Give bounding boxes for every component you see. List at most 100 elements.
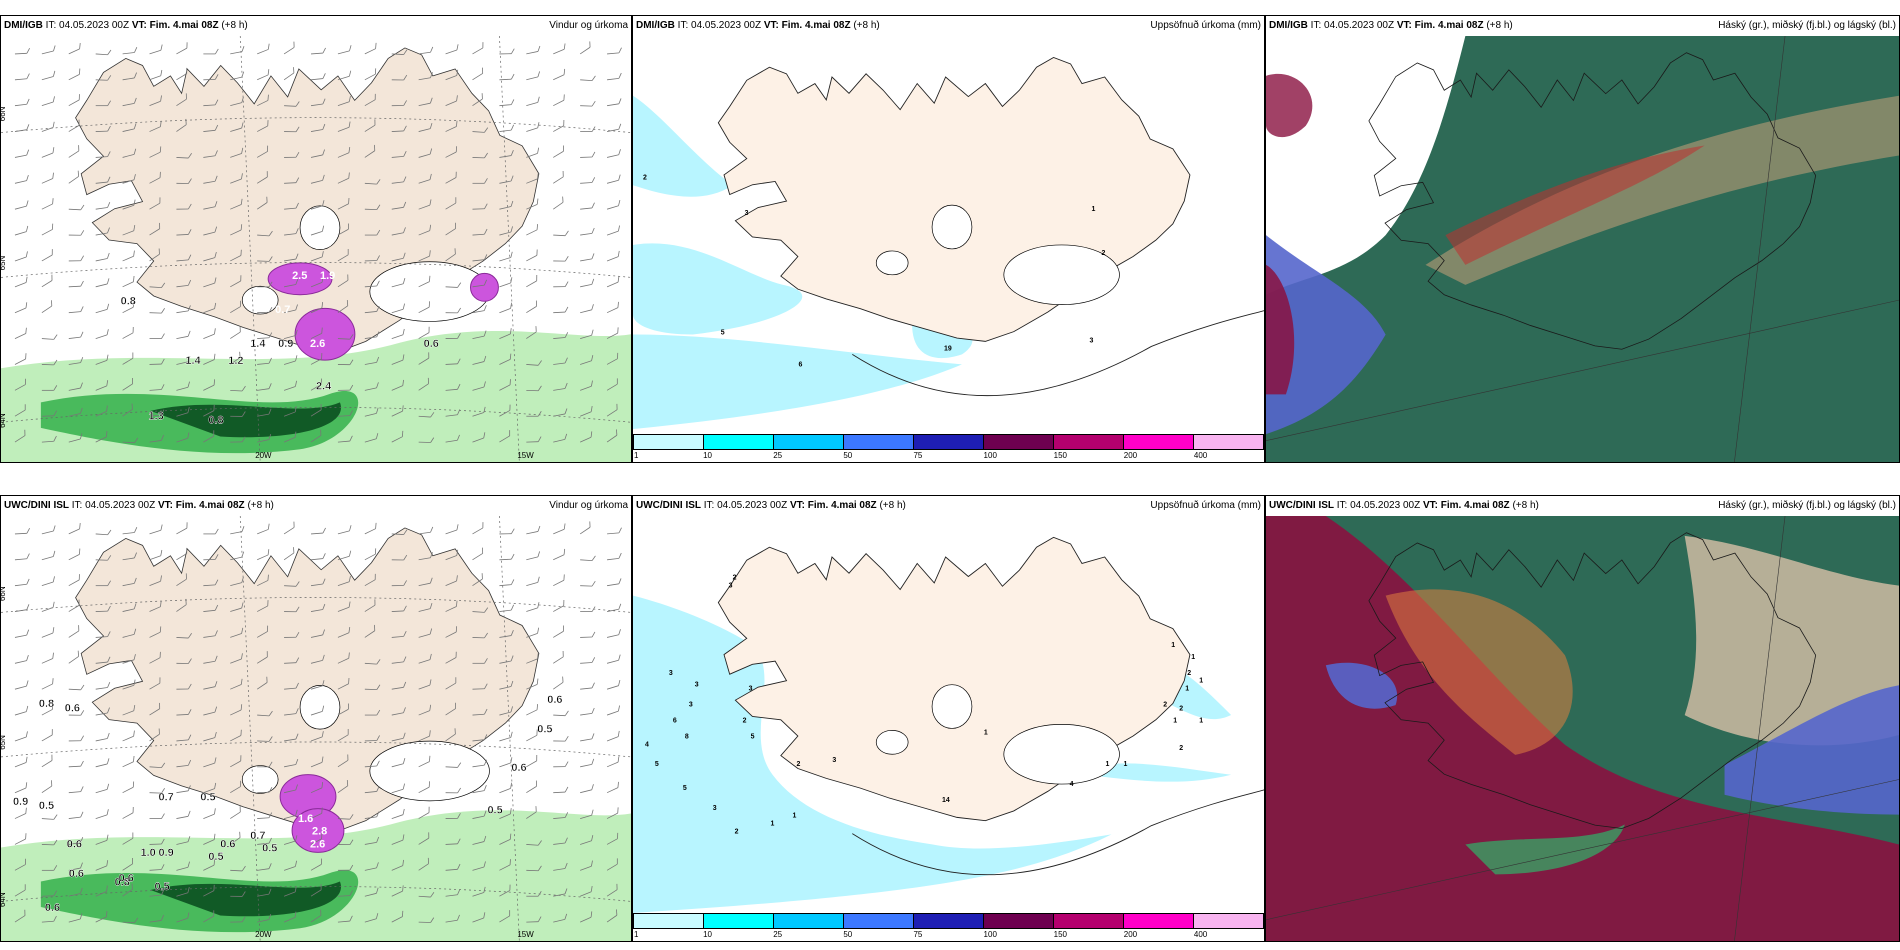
wind-barb xyxy=(526,360,542,366)
wind-barb xyxy=(310,807,323,819)
precip-value-label: 1.9 xyxy=(320,270,335,282)
wind-barb xyxy=(526,300,537,314)
init-time: IT: 04.05.2023 00Z xyxy=(703,500,788,511)
wind-barb xyxy=(310,200,325,210)
wind-barb xyxy=(149,434,165,443)
wind-barb xyxy=(499,226,513,236)
colorbar-tick: 50 xyxy=(843,451,853,460)
wind-barb xyxy=(364,811,380,819)
wind-barb xyxy=(283,380,298,391)
wind-barb xyxy=(310,225,325,236)
wind-barb xyxy=(95,176,111,184)
precip-value-label: 3 xyxy=(749,686,753,693)
lon-label: 20W xyxy=(255,451,272,460)
wind-barb xyxy=(418,781,430,794)
wind-barb xyxy=(337,334,354,340)
wind-barb xyxy=(230,351,241,365)
wind-barb xyxy=(41,865,58,871)
valid-label: VT: xyxy=(157,500,173,511)
wind-barb xyxy=(41,576,55,587)
panel-precip-dmi: DMI/IGB IT: 04.05.2023 00Z VT: Fim. 4.ma… xyxy=(632,15,1265,463)
wind-barb xyxy=(364,760,380,768)
wind-barb xyxy=(606,352,619,365)
colorbar-swatch xyxy=(984,435,1054,449)
wind-barb xyxy=(122,730,135,742)
wind-barb xyxy=(472,67,484,81)
precip-value-label: 2 xyxy=(1179,706,1183,713)
wind-barb xyxy=(337,300,349,314)
wind-barb xyxy=(14,604,30,612)
wind-barb xyxy=(14,884,26,897)
iceland-outline xyxy=(1368,52,1817,350)
wind-barb xyxy=(337,703,349,716)
wind-barb xyxy=(580,835,594,845)
wind-barb xyxy=(95,707,110,716)
colorbar-tick: 1 xyxy=(634,451,639,460)
wind-barb xyxy=(364,331,380,339)
wind-barb xyxy=(176,118,187,132)
wind-barb xyxy=(203,404,215,417)
wind-barb xyxy=(176,734,192,742)
wind-barb xyxy=(41,601,55,612)
precip-value-label: 0.6 xyxy=(67,839,82,851)
wind-barb xyxy=(553,94,565,107)
wind-barb xyxy=(418,122,433,132)
colorbar-swatch xyxy=(774,435,844,449)
wind-barb xyxy=(580,555,596,562)
precip-value-label: 0.8 xyxy=(115,877,130,889)
wind-barb xyxy=(68,548,81,561)
wind-barb xyxy=(553,68,566,81)
wind-barb xyxy=(337,45,352,55)
init-time: IT: 04.05.2023 00Z xyxy=(1336,500,1421,511)
wind-barb xyxy=(14,327,27,339)
precip-value-label: 1 xyxy=(792,813,796,820)
wind-barb xyxy=(553,170,564,184)
precip-value-label: 3 xyxy=(1090,337,1094,344)
longitude-line xyxy=(499,516,520,941)
wind-barb xyxy=(553,433,568,443)
wind-barb xyxy=(472,785,487,794)
wind-barb xyxy=(68,94,80,107)
wind-barb xyxy=(41,172,54,184)
wind-barb xyxy=(418,72,433,81)
wind-barb xyxy=(68,145,80,158)
wind-barb xyxy=(526,576,540,587)
wind-barb xyxy=(445,248,456,262)
wind-barb xyxy=(418,301,430,314)
wind-barb xyxy=(391,732,406,742)
wind-barb xyxy=(14,858,27,871)
wind-barb xyxy=(68,786,84,794)
wind-barb xyxy=(337,525,352,535)
wind-barb xyxy=(606,883,618,897)
wind-barb xyxy=(472,573,483,587)
wind-barb xyxy=(122,832,134,845)
wind-barb xyxy=(41,198,54,210)
wind-barb xyxy=(337,839,354,846)
precip-value-label: 3 xyxy=(669,670,673,677)
wind-barb xyxy=(149,197,161,210)
wind-barb xyxy=(95,100,111,107)
colorbar-swatch xyxy=(1124,435,1194,449)
precip-value-label: 0.5 xyxy=(155,881,170,893)
lat-label: 64N xyxy=(1,413,7,428)
wind-barb xyxy=(230,224,243,236)
wind-barb xyxy=(526,436,542,443)
wind-barb xyxy=(580,304,594,314)
wind-barb xyxy=(284,581,300,587)
wind-barb xyxy=(230,326,241,339)
wind-barb xyxy=(391,278,406,288)
wind-barb xyxy=(310,429,322,443)
wind-barb xyxy=(41,96,55,107)
wind-barb xyxy=(203,150,218,158)
wind-barb xyxy=(472,203,488,210)
wind-barb xyxy=(230,411,246,417)
latitude-line xyxy=(1,597,631,613)
wind-barb xyxy=(364,836,380,845)
valid-label: VT: xyxy=(763,20,779,31)
precip-area xyxy=(633,334,962,430)
wind-barb xyxy=(95,860,109,871)
wind-barb xyxy=(230,916,246,923)
wind-barb xyxy=(95,656,111,664)
precip-value-label: 1.2 xyxy=(228,355,243,367)
wind-barb xyxy=(579,521,591,535)
